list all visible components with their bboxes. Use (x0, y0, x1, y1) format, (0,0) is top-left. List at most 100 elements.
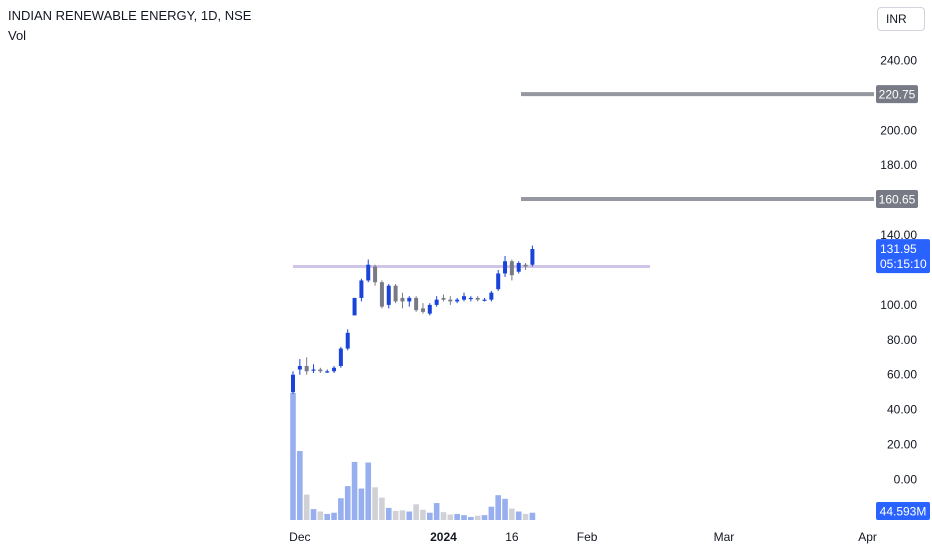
candle (530, 245, 535, 267)
volume-bar (324, 513, 330, 520)
price-tick-label: 240.00 (880, 53, 917, 67)
volume-bar (454, 513, 460, 520)
volume-bar (331, 512, 337, 520)
last-price-label: 131.95 (880, 242, 917, 256)
volume-bar (509, 508, 515, 520)
candle-body (441, 297, 446, 300)
candle (407, 296, 412, 307)
candle-body (414, 297, 419, 311)
time-tick-label: Feb (577, 530, 598, 544)
volume-indicator-label[interactable]: Vol (8, 28, 27, 43)
candle-body (332, 367, 337, 372)
candle-body (304, 366, 309, 372)
candle-body (434, 299, 439, 305)
candle-body (373, 266, 378, 283)
candle-body (455, 299, 460, 302)
time-tick-label: 16 (505, 530, 519, 544)
candle-series (291, 245, 535, 394)
volume-bar (385, 507, 392, 520)
candle (386, 283, 391, 309)
drawn-levels[interactable]: 220.75 160.65 (293, 85, 918, 268)
price-tick-label: 180.00 (880, 158, 917, 172)
volume-bar (379, 497, 385, 520)
candle-body (496, 273, 501, 290)
candle (359, 278, 364, 302)
candle-body (468, 297, 473, 300)
price-tick-label: 80.00 (887, 333, 917, 347)
volume-bar (399, 510, 406, 520)
volume-bar (406, 511, 413, 520)
candle (496, 269, 501, 291)
candle-body (420, 308, 425, 312)
price-tick-label: 60.00 (887, 368, 917, 382)
volume-bar (488, 506, 495, 520)
price-tick-label: 0.00 (894, 473, 918, 487)
volume-bar (502, 498, 508, 520)
candle (434, 296, 439, 307)
time-tick-label: 2024 (430, 530, 457, 544)
volume-bar (310, 509, 317, 520)
candle (379, 280, 384, 309)
candle-body (311, 369, 316, 371)
candle (462, 292, 466, 302)
candle (297, 359, 302, 375)
price-axis[interactable]: 240.00 200.00 180.00 140.00 100.00 80.00 60.00… (880, 53, 917, 486)
volume-bar (297, 451, 303, 520)
volume-bar (358, 488, 365, 520)
candle-body (448, 299, 453, 302)
candle (509, 259, 514, 281)
volume-bar (303, 494, 310, 520)
volume-bar (344, 486, 351, 520)
candle-body (386, 285, 391, 305)
candle (489, 290, 494, 302)
candle-body (359, 280, 364, 298)
candle (468, 296, 473, 302)
candle (420, 303, 425, 314)
candle (503, 256, 508, 277)
volume-bar (290, 392, 296, 520)
time-tick-label: Dec (289, 530, 310, 544)
candle-body (366, 264, 371, 281)
last-price-badge (876, 239, 930, 274)
candle (304, 357, 309, 375)
level-price-badge (876, 190, 918, 209)
time-axis[interactable]: Dec 2024 16 Feb Mar Apr (289, 530, 877, 544)
volume-bar (468, 516, 474, 520)
candle (441, 294, 446, 302)
candle-body (475, 297, 480, 300)
candle-body (379, 282, 384, 307)
candle (291, 371, 295, 394)
candle-body (393, 285, 398, 302)
candle-body (325, 371, 330, 373)
price-tick-label: 40.00 (887, 403, 917, 417)
currency-selector[interactable]: INR (877, 7, 925, 31)
price-tick-label: 100.00 (880, 298, 917, 312)
volume-bar (413, 504, 419, 520)
price-tick-label: 200.00 (880, 123, 917, 137)
volume-bar (515, 511, 522, 520)
volume-bar (440, 512, 447, 520)
level-price-label: 160.65 (879, 193, 916, 207)
candle-body (530, 249, 535, 265)
candle (318, 367, 323, 373)
candle (414, 296, 419, 312)
volume-bar (447, 514, 454, 520)
volume-bar (461, 515, 467, 520)
symbol-title[interactable]: INDIAN RENEWABLE ENERGY, 1D, NSE (8, 8, 252, 23)
candle-body (427, 304, 432, 314)
candle-body (352, 297, 357, 316)
candle (373, 264, 378, 286)
volume-bar (495, 495, 501, 520)
candle-body (400, 297, 405, 302)
candle-body (509, 261, 514, 276)
volume-bar (338, 498, 344, 520)
last-volume-label: 44.593M (880, 505, 927, 519)
volume-bar (474, 515, 481, 520)
time-tick-label: Apr (858, 530, 877, 544)
price-tick-label: 20.00 (887, 438, 917, 452)
volume-series (290, 392, 536, 520)
volume-bar (317, 511, 324, 520)
candle (332, 366, 337, 373)
candle-body (489, 292, 494, 300)
